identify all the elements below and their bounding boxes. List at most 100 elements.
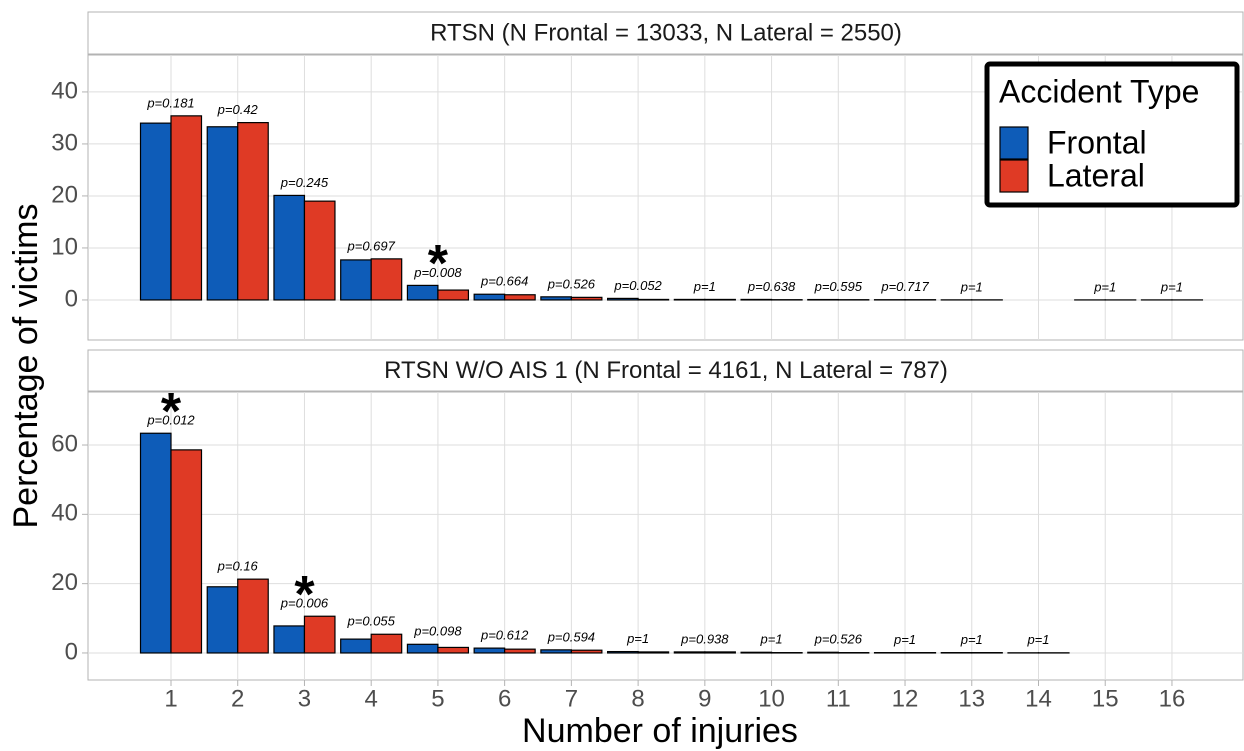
bar	[704, 298, 736, 301]
bar	[570, 649, 603, 654]
bar	[740, 298, 773, 301]
bar	[473, 647, 506, 654]
y-tick-label: 40	[51, 77, 78, 104]
bar	[504, 648, 536, 654]
x-tick-label: 13	[958, 685, 985, 712]
x-tick-label: 5	[431, 685, 444, 712]
p-value-label: p=0.612	[480, 628, 529, 643]
x-tick-label: 1	[164, 685, 177, 712]
p-value-label: p=0.16	[217, 559, 259, 574]
x-tick-label: 7	[565, 685, 578, 712]
p-value-label: p=0.638	[747, 279, 796, 294]
x-tick-label: 2	[231, 685, 244, 712]
bar	[370, 258, 403, 301]
bar	[473, 293, 506, 301]
bar	[237, 122, 269, 301]
bar	[673, 298, 706, 301]
panel-title: RTSN W/O AIS 1 (N Frontal = 4161, N Late…	[384, 357, 948, 384]
bar	[437, 289, 470, 301]
bar	[607, 650, 639, 654]
p-value-label: p=0.181	[146, 95, 194, 110]
p-value-label: p=0.526	[814, 632, 863, 647]
y-tick-label: 20	[51, 569, 78, 596]
bar	[673, 651, 706, 654]
p-value-label: p=0.664	[480, 274, 528, 289]
panel-title: RTSN (N Frontal = 13033, N Lateral = 255…	[430, 19, 902, 46]
bar	[139, 122, 172, 301]
p-value-label: p=0.594	[547, 629, 595, 644]
x-tick-label: 3	[298, 685, 311, 712]
p-value-label: p=0.008	[413, 265, 462, 280]
strip	[87, 349, 1244, 392]
x-tick-label: 11	[826, 685, 851, 712]
bar	[340, 638, 372, 654]
p-value-label: p=0.717	[880, 279, 929, 294]
bar	[303, 615, 336, 654]
bar	[273, 625, 306, 654]
significance-star: *	[294, 566, 315, 624]
legend-swatch	[999, 126, 1029, 160]
x-tick-label: 4	[365, 685, 378, 712]
bar	[303, 200, 336, 301]
bar	[740, 651, 773, 654]
p-value-label: p=0.012	[146, 413, 195, 428]
p-value-label: p=1	[760, 632, 783, 647]
bar	[437, 646, 470, 654]
p-value-label: p=1	[893, 632, 916, 647]
x-tick-label: 12	[892, 685, 919, 712]
y-tick-label: 30	[51, 129, 78, 156]
p-value-label: p=1	[1093, 279, 1116, 294]
y-tick-label: 0	[65, 285, 78, 312]
bar	[607, 297, 639, 301]
bar	[540, 649, 572, 654]
bar	[570, 296, 603, 301]
p-value-label: p=1	[626, 631, 649, 646]
x-tick-label: 14	[1025, 685, 1052, 712]
x-tick-label: 6	[498, 685, 511, 712]
bar	[206, 126, 239, 301]
x-tick-label: 10	[758, 685, 785, 712]
p-value-label: p=0.052	[613, 278, 662, 293]
p-value-label: p=1	[1160, 279, 1183, 294]
x-tick-label: 16	[1159, 685, 1186, 712]
p-value-label: p=0.245	[280, 175, 329, 190]
significance-star: *	[428, 235, 449, 293]
y-tick-label: 0	[65, 638, 78, 665]
bar	[340, 259, 372, 301]
p-value-label: p=0.697	[347, 238, 396, 253]
x-axis-label: Number of injuries	[522, 712, 798, 750]
p-value-label: p=0.938	[680, 631, 729, 646]
p-value-label: p=0.42	[217, 102, 259, 117]
bar	[540, 296, 572, 301]
y-tick-label: 60	[51, 430, 78, 457]
y-axis-label: Percentage of victims	[7, 203, 45, 528]
bar	[504, 294, 536, 301]
bar	[237, 578, 269, 654]
y-tick-label: 10	[51, 233, 78, 260]
p-value-label: p=0.055	[347, 614, 396, 629]
x-tick-label: 9	[698, 685, 711, 712]
bar	[637, 651, 670, 654]
bar	[704, 651, 736, 654]
legend-box	[984, 61, 1240, 208]
p-value-label: p=1	[1026, 632, 1049, 647]
p-value-label: p=0.526	[547, 276, 596, 291]
legend-label: Lateral	[1047, 157, 1145, 193]
bar	[807, 651, 839, 654]
bar	[637, 298, 670, 301]
y-tick-label: 20	[51, 181, 78, 208]
bar	[406, 643, 439, 654]
strip	[87, 11, 1244, 55]
p-value-label: p=0.006	[280, 596, 329, 611]
legend-label: Frontal	[1047, 124, 1147, 160]
bar	[139, 432, 172, 654]
bar	[206, 586, 239, 654]
p-value-label: p=1	[960, 632, 983, 647]
p-value-label: p=0.595	[814, 279, 863, 294]
bar	[273, 194, 306, 301]
legend-swatch	[999, 159, 1029, 193]
x-tick-label: 15	[1092, 685, 1119, 712]
legend-title: Accident Type	[999, 73, 1199, 109]
